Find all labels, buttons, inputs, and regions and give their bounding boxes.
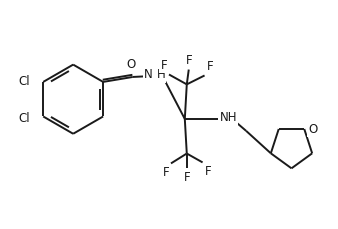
- Text: F: F: [186, 54, 192, 67]
- Text: Cl: Cl: [19, 75, 30, 88]
- Text: H: H: [156, 68, 165, 82]
- Text: F: F: [184, 171, 190, 184]
- Text: F: F: [207, 60, 213, 73]
- Text: F: F: [204, 165, 211, 178]
- Text: NH: NH: [219, 112, 237, 124]
- Text: F: F: [161, 59, 167, 71]
- Text: N: N: [144, 68, 152, 82]
- Text: Cl: Cl: [19, 112, 30, 125]
- Text: O: O: [308, 123, 317, 136]
- Text: O: O: [126, 58, 136, 71]
- Text: F: F: [162, 166, 169, 179]
